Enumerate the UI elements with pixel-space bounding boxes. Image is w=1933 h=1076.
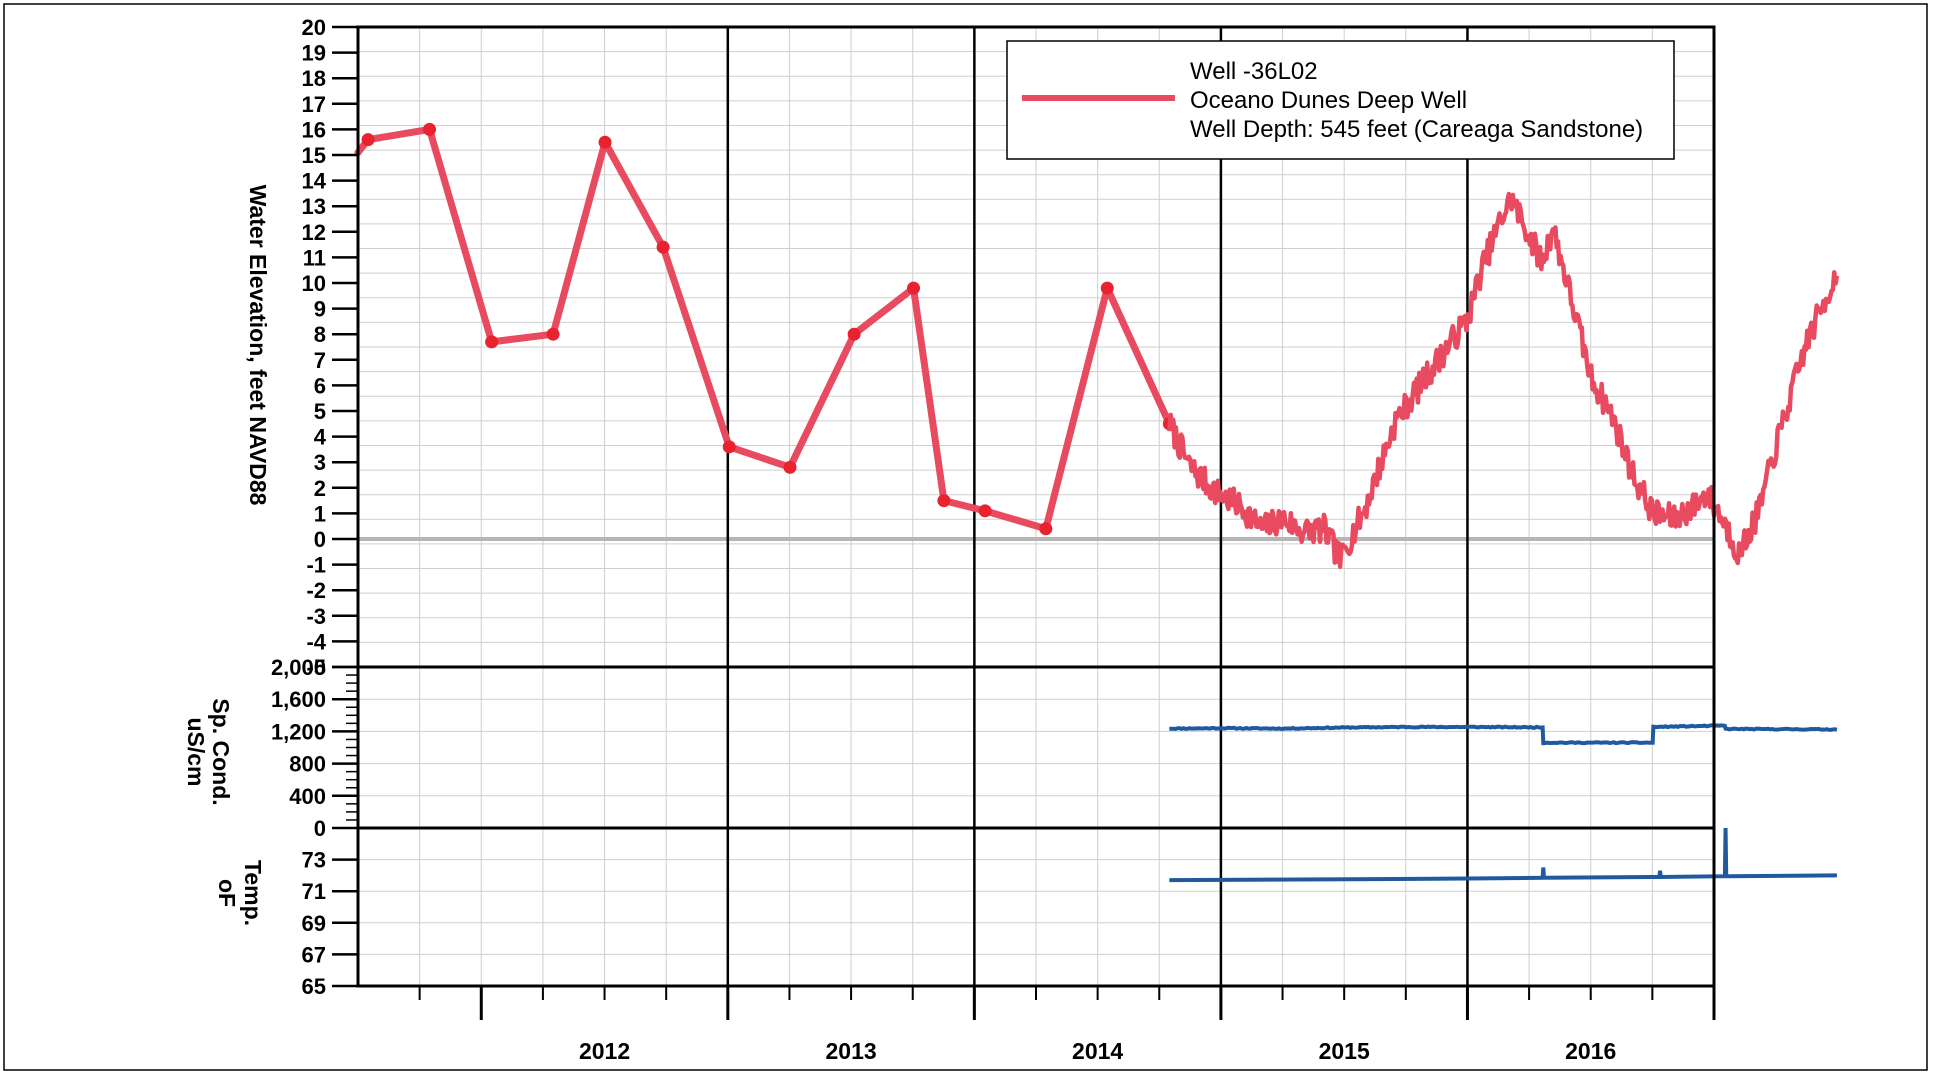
y-tick-label--1: -1 — [306, 553, 326, 578]
y-tick-label-1: 1 — [314, 501, 326, 526]
y-tick-label--4: -4 — [306, 629, 326, 654]
water-elevation-point-5 — [598, 135, 612, 149]
y-tick-label-7: 7 — [314, 348, 326, 373]
legend: Well -36L02 Oceano Dunes Deep Well Well … — [1006, 40, 1675, 160]
conductance-line — [1169, 723, 1838, 746]
y-tick-label-18: 18 — [302, 66, 326, 91]
y-tick-label--2: -2 — [306, 578, 326, 603]
water-elevation-y-ticks: 20191817161514131211109876543210-1-2-3-4… — [302, 15, 358, 680]
conductance-axis-title-line-2: uS/cm — [183, 717, 209, 786]
temperature-axis-title-line-2: oF — [214, 879, 240, 907]
legend-line-2: Oceano Dunes Deep Well — [1190, 87, 1467, 114]
y-tick-label-0: 0 — [314, 527, 326, 552]
y-tick-label-16: 16 — [302, 117, 326, 142]
water-elevation-point-13 — [1039, 522, 1053, 536]
y-tick-label-17: 17 — [302, 92, 326, 117]
cond-tick-label-4: 400 — [289, 784, 326, 809]
water-elevation-logger-line — [1167, 191, 1840, 570]
x-year-label-2012: 2012 — [579, 1038, 630, 1064]
x-axis-ticks: 2012 2013 2014 2015 2016 — [418, 986, 1716, 1064]
temp-tick-label-0: 73 — [302, 848, 326, 873]
y-tick-label-14: 14 — [302, 169, 327, 194]
temperature-series — [1169, 827, 1837, 883]
water-elevation-point-2 — [423, 122, 437, 136]
temp-tick-label-3: 67 — [302, 942, 326, 967]
y-tick-label-4: 4 — [314, 425, 327, 450]
y-tick-label-3: 3 — [314, 450, 326, 475]
water-elevation-point-8 — [783, 460, 797, 474]
conductance-y-ticks: 2,000 1,600 1,200 800 400 0 — [271, 655, 358, 841]
water-elevation-point-11 — [937, 494, 951, 508]
y-tick-label-5: 5 — [314, 399, 326, 424]
temperature-grid — [358, 828, 1714, 986]
temperature-y-ticks: 73 71 69 67 65 — [302, 848, 358, 999]
water-elevation-point-4 — [546, 327, 560, 341]
y-tick-label-6: 6 — [314, 373, 326, 398]
x-year-label-2016: 2016 — [1565, 1038, 1616, 1064]
legend-line-3: Well Depth: 545 feet (Careaga Sandstone) — [1190, 116, 1643, 143]
temperature-line — [1169, 827, 1837, 883]
temp-tick-label-4: 65 — [302, 974, 326, 999]
y-tick-label-15: 15 — [302, 143, 326, 168]
x-year-label-2014: 2014 — [1072, 1038, 1123, 1064]
y-tick-label-9: 9 — [314, 297, 326, 322]
y-tick-label-10: 10 — [302, 271, 326, 296]
cond-tick-label-0: 2,000 — [271, 655, 326, 680]
water-elevation-manual-line — [354, 125, 1173, 533]
y-tick-label--3: -3 — [306, 604, 326, 629]
cond-tick-label-5: 0 — [314, 816, 326, 841]
water-elevation-series — [354, 122, 1840, 570]
y-tick-label-20: 20 — [302, 15, 326, 40]
cond-tick-label-1: 1,600 — [271, 687, 326, 712]
cond-tick-label-3: 800 — [289, 752, 326, 777]
y-tick-label-12: 12 — [302, 220, 326, 245]
y-tick-label-8: 8 — [314, 322, 326, 347]
water-elevation-point-14 — [1100, 281, 1114, 295]
legend-line-1: Well -36L02 — [1190, 58, 1318, 85]
y-tick-label-11: 11 — [303, 245, 326, 270]
x-year-label-2015: 2015 — [1319, 1038, 1370, 1064]
temp-tick-label-2: 69 — [302, 911, 326, 936]
water-elevation-point-7 — [722, 440, 736, 454]
water-elevation-point-1 — [361, 133, 375, 147]
water-elevation-point-10 — [907, 281, 921, 295]
conductance-series — [1169, 723, 1838, 746]
y-tick-label--5: -5 — [306, 655, 326, 680]
temperature-axis-title-line-1: Temp. — [240, 860, 266, 926]
y-tick-label-2: 2 — [314, 476, 326, 501]
panel-frames — [356, 25, 1716, 988]
cond-tick-label-2: 1,200 — [271, 719, 326, 744]
water-elevation-point-12 — [978, 504, 992, 518]
water-elevation-axis-title: Water Elevation, feet NAVD88 — [245, 185, 271, 506]
temp-tick-label-1: 71 — [302, 879, 326, 904]
y-tick-label-13: 13 — [302, 194, 326, 219]
x-year-label-2013: 2013 — [826, 1038, 877, 1064]
y-tick-label-19: 19 — [302, 41, 326, 66]
water-elevation-point-3 — [485, 335, 499, 349]
conductance-axis-title-line-1: Sp. Cond. — [208, 698, 234, 805]
water-elevation-point-6 — [656, 240, 670, 254]
water-elevation-point-9 — [847, 327, 861, 341]
